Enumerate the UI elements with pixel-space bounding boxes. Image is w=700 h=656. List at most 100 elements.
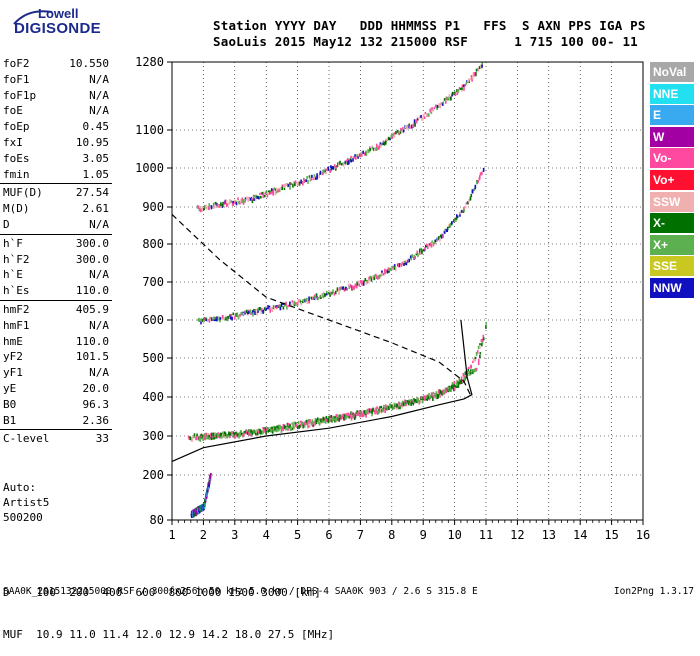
echo-point <box>334 290 337 295</box>
echo-point <box>409 125 411 129</box>
plot-axes: 1 2 3 4 5 6 7 8 9 10 11 12 13 14 15 1680200300400500600… <box>135 55 650 542</box>
echo-point <box>320 418 322 423</box>
echo-point <box>316 173 318 178</box>
echo-point <box>331 291 333 295</box>
echo-point <box>440 102 443 105</box>
echo-point <box>262 193 265 197</box>
echo-point <box>360 410 363 415</box>
echo-point <box>293 421 295 424</box>
echo-point <box>262 309 264 314</box>
echo-point <box>357 280 360 283</box>
echo-point <box>219 317 222 320</box>
echo-point <box>444 231 446 234</box>
echo-point <box>285 301 287 306</box>
echo-point <box>346 159 348 162</box>
echo-point <box>436 395 438 400</box>
echo-point <box>384 404 387 408</box>
echo-point <box>289 185 291 190</box>
echo-point <box>270 188 273 193</box>
echo-point <box>443 389 445 392</box>
echo-point <box>308 299 310 304</box>
echo-point <box>317 420 320 425</box>
echo-point <box>282 424 285 427</box>
echo-point <box>410 257 412 261</box>
param-row: foE N/A <box>0 103 112 119</box>
echo-point <box>395 131 397 135</box>
echo-point <box>252 429 255 433</box>
echo-point <box>444 391 446 394</box>
echo-point <box>353 286 356 289</box>
echo-point <box>302 181 304 186</box>
echo-point <box>265 429 267 432</box>
echo-point <box>300 302 303 306</box>
x-tick-label: 3 <box>231 528 238 542</box>
param-row: fmin 1.05 <box>0 167 112 183</box>
echo-point <box>326 291 328 296</box>
echo-point <box>297 420 300 425</box>
echo-point <box>363 280 365 284</box>
echo-point <box>467 368 470 372</box>
echo-point <box>446 388 448 392</box>
echo-point <box>383 141 386 146</box>
echo-point <box>207 433 210 437</box>
param-value: N/A <box>89 217 109 231</box>
echo-point <box>210 472 212 476</box>
echo-point <box>315 419 318 424</box>
echo-point <box>475 68 478 72</box>
echo-point <box>289 301 291 306</box>
echo-point <box>345 287 347 290</box>
echo-point <box>395 267 397 272</box>
echo-point <box>460 376 463 380</box>
echo-point <box>469 196 472 200</box>
echo-point <box>305 421 308 425</box>
echo-point <box>368 276 370 281</box>
echo-point <box>281 184 284 189</box>
echo-point <box>295 422 297 425</box>
echo-point <box>294 182 296 187</box>
echo-point <box>279 304 282 307</box>
echo-point <box>457 381 460 385</box>
echo-point <box>451 221 453 225</box>
echo-point <box>295 302 297 305</box>
echo-point <box>323 420 325 424</box>
echo-point <box>226 203 229 207</box>
echo-point <box>205 317 207 322</box>
echo-point <box>432 397 434 401</box>
echo-point <box>265 431 267 435</box>
echo-point <box>198 208 201 212</box>
legend-item: NNW <box>650 277 694 298</box>
echo-point <box>463 84 465 87</box>
plot-grid <box>172 62 643 520</box>
echo-point <box>339 414 341 417</box>
echo-point <box>277 188 280 193</box>
echo-point <box>438 235 440 240</box>
echo-point <box>334 166 337 170</box>
echo-point <box>236 431 238 434</box>
param-row: B0 96.3 <box>0 397 112 413</box>
echo-point <box>453 380 456 385</box>
echo-point <box>344 160 347 165</box>
echo-point <box>224 435 227 439</box>
echo-point <box>266 429 268 433</box>
echo-point <box>371 412 373 417</box>
echo-point <box>272 191 275 196</box>
echo-point <box>375 410 377 413</box>
param-value: N/A <box>89 104 109 118</box>
echo-point <box>358 410 361 414</box>
echo-point <box>265 305 267 310</box>
echo-point <box>402 402 405 407</box>
echo-point <box>431 107 433 111</box>
echo-point <box>315 293 318 297</box>
echo-point <box>475 368 478 371</box>
echo-point <box>304 421 306 426</box>
echo-point <box>427 245 429 250</box>
echo-point <box>436 106 438 111</box>
echo-point <box>373 148 376 151</box>
echo-point <box>386 405 389 410</box>
echo-point <box>454 93 457 97</box>
param-name: hmF2 <box>3 302 30 316</box>
echo-point <box>332 417 335 422</box>
echo-point <box>435 391 438 396</box>
echo-point <box>477 361 480 366</box>
echo-point <box>423 396 426 401</box>
